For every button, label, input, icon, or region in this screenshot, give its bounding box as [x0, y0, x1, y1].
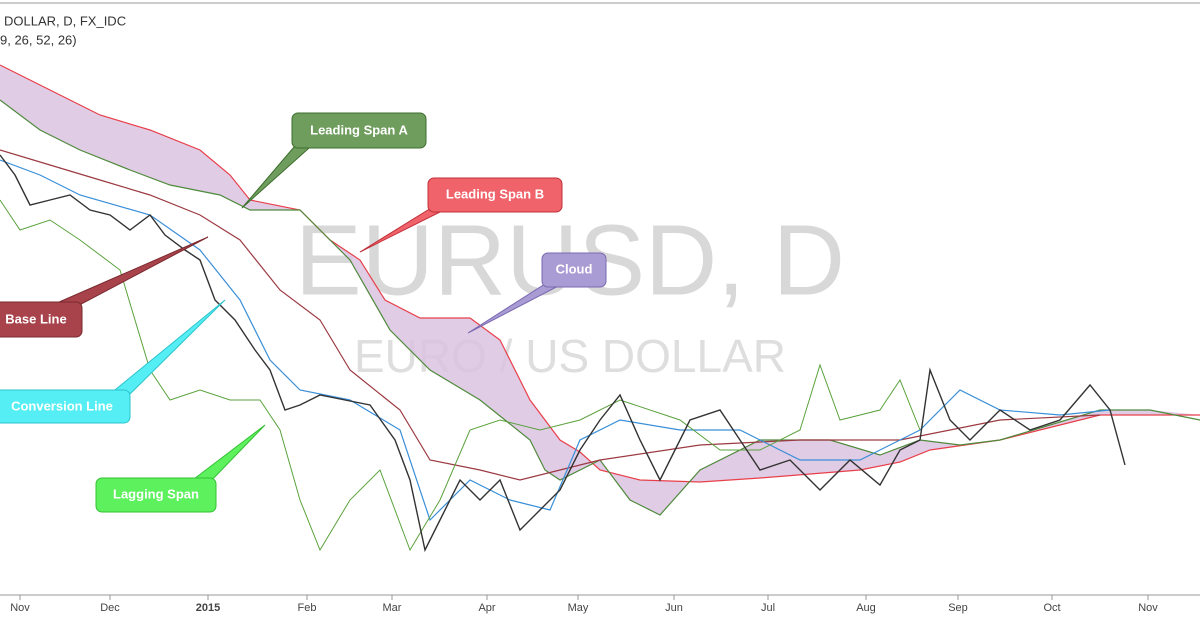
x-tick-label: Feb — [298, 602, 317, 614]
callout-label: Leading Span B — [446, 186, 544, 201]
callout-leading-span-b: Leading Span B — [359, 177, 563, 253]
x-tick-label: Apr — [478, 602, 495, 614]
leading-span-a — [0, 99, 1200, 516]
price — [0, 154, 1126, 553]
subheader: 9, 26, 52, 26) — [0, 32, 77, 47]
x-tick-label: Jul — [761, 602, 775, 614]
header: DOLLAR, D, FX_IDC — [4, 13, 126, 28]
callout-label: Leading Span A — [310, 122, 408, 137]
callout-lagging-span: Lagging Span — [95, 424, 266, 513]
callout-conversion-line: Conversion Line — [0, 299, 226, 424]
x-tick-label: Mar — [383, 602, 402, 614]
x-tick-label: Dec — [100, 602, 120, 614]
callout-base-line: Base Line — [0, 236, 209, 338]
base-line — [0, 149, 1101, 481]
x-tick-label: 2015 — [196, 602, 220, 614]
callout-cloud: Cloud — [467, 252, 607, 334]
callout-label: Lagging Span — [113, 486, 199, 501]
callout-box — [427, 177, 563, 213]
callout-leading-span-a: Leading Span A — [241, 112, 427, 209]
x-tick-label: Sep — [948, 602, 968, 614]
x-tick-label: Oct — [1043, 602, 1060, 614]
callout-box — [0, 301, 83, 338]
callout-label: Base Line — [5, 311, 66, 326]
callout-label: Conversion Line — [11, 398, 113, 413]
x-tick-label: May — [568, 602, 589, 614]
callout-box — [541, 252, 607, 288]
x-tick-label: Aug — [856, 602, 876, 614]
callout-label: Cloud — [556, 261, 593, 276]
callout-box — [291, 112, 427, 149]
leading-span-b — [0, 64, 1200, 483]
x-tick-label: Jun — [665, 602, 683, 614]
callout-box — [0, 389, 131, 424]
x-tick-label: Nov — [10, 602, 30, 614]
callout-box — [95, 477, 217, 513]
x-tick-label: Nov — [1138, 602, 1158, 614]
